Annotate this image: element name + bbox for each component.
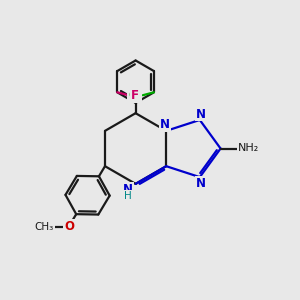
Text: N: N <box>196 108 206 121</box>
Text: N: N <box>160 118 170 131</box>
Text: CH₃: CH₃ <box>34 222 54 232</box>
Text: Cl: Cl <box>128 89 141 102</box>
Text: F: F <box>131 89 139 102</box>
Text: NH₂: NH₂ <box>238 143 259 153</box>
Text: H: H <box>124 191 132 201</box>
Text: N: N <box>196 176 206 190</box>
Text: N: N <box>123 183 133 196</box>
Text: O: O <box>64 220 74 233</box>
